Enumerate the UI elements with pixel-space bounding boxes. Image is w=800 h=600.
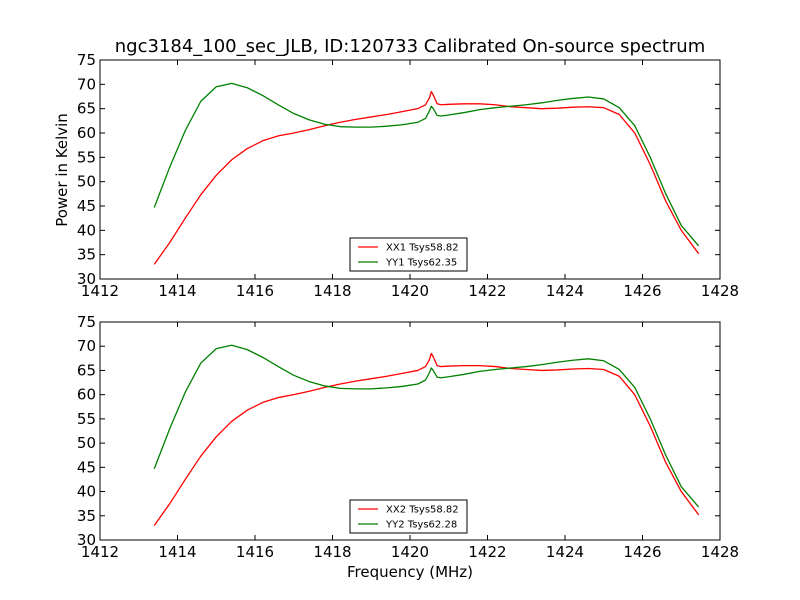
y-tick-label: 40 (77, 221, 96, 239)
y-tick-label: 55 (77, 148, 96, 166)
bottom-x-axis-label: Frequency (MHz) (347, 563, 473, 581)
legend-box (349, 499, 468, 534)
top-y-axis-label: Power in Kelvin (53, 113, 71, 227)
x-tick-label: 1418 (313, 543, 351, 561)
x-tick-label: 1424 (546, 282, 584, 300)
y-tick-label: 35 (77, 246, 96, 264)
y-tick-label: 60 (77, 124, 96, 142)
x-tick-label: 1424 (546, 543, 584, 561)
y-tick-label: 65 (77, 361, 96, 379)
x-tick-label: 1422 (468, 543, 506, 561)
x-tick-label: 1414 (158, 543, 196, 561)
legend-label: YY1 Tsys62.35 (385, 258, 457, 269)
y-tick-label: 70 (77, 337, 96, 355)
y-tick-label: 30 (77, 270, 96, 288)
y-tick-label: 55 (77, 410, 96, 428)
bottom-panel: 1412 1414 1416 1418 1420 1422 1424 1426 1428 30 35… (77, 313, 739, 561)
y-tick-label: 70 (77, 75, 96, 93)
series-line-1-2 (153, 82, 700, 247)
top-panel: 1412 1414 1416 1418 1420 1422 1424 1426 1428 30 35… (77, 51, 739, 300)
x-tick-label: 1412 (81, 543, 119, 561)
y-tick-label: 75 (77, 51, 96, 69)
series-line-2-2 (153, 344, 700, 508)
legend-box (349, 237, 468, 272)
series-line-1-1 (153, 90, 700, 265)
y-tick-label: 30 (77, 531, 96, 549)
x-tick-label: 1426 (623, 543, 661, 561)
x-tick-label: 1426 (623, 282, 661, 300)
x-tick-label: 1428 (701, 282, 739, 300)
legend-label: XX2 Tsys58.82 (386, 505, 459, 516)
y-tick-label: 75 (77, 313, 96, 331)
legend-label: XX1 Tsys58.82 (386, 243, 459, 254)
y-tick-label: 65 (77, 100, 96, 118)
y-tick-label: 60 (77, 386, 96, 404)
x-tick-label: 1422 (468, 282, 506, 300)
y-tick-label: 50 (77, 173, 96, 191)
series-line-2-1 (153, 352, 700, 526)
chart-title: ngc3184_100_sec_JLB, ID:120733 Calibrate… (115, 36, 706, 57)
y-tick-label: 50 (77, 434, 96, 452)
x-tick-label: 1420 (391, 543, 429, 561)
y-tick-label: 40 (77, 483, 96, 501)
legend-label: YY2 Tsys62.28 (385, 520, 457, 531)
x-tick-label: 1416 (236, 282, 274, 300)
y-tick-label: 45 (77, 197, 96, 215)
x-tick-label: 1418 (313, 282, 351, 300)
x-tick-label: 1428 (701, 543, 739, 561)
x-tick-label: 1416 (236, 543, 274, 561)
x-tick-label: 1414 (158, 282, 196, 300)
y-tick-label: 35 (77, 507, 96, 525)
x-tick-label: 1420 (391, 282, 429, 300)
y-tick-label: 45 (77, 458, 96, 476)
x-tick-label: 1412 (81, 282, 119, 300)
